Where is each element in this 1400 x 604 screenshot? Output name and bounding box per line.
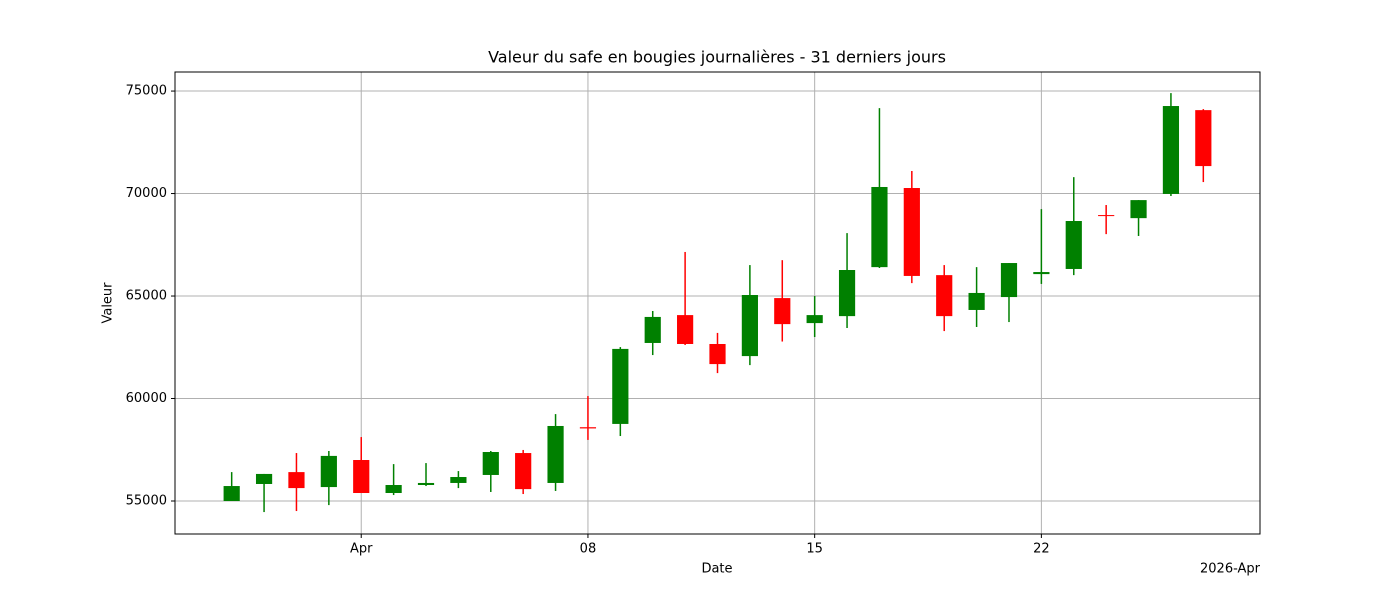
candle-body (838, 270, 856, 317)
candle-body (1098, 215, 1115, 217)
candle-body (450, 477, 467, 483)
x-offset-label: 2026-Apr (1200, 562, 1261, 577)
candle-body (417, 482, 435, 486)
candle-body (806, 315, 823, 324)
y-tick-label: 65000 (126, 289, 167, 304)
candle-body (968, 292, 985, 310)
candle-body (547, 425, 564, 483)
candle-body (385, 485, 402, 494)
y-tick-label: 75000 (126, 84, 167, 99)
candle-body (1033, 272, 1050, 275)
candle-body (515, 453, 532, 490)
candle-body (482, 452, 499, 475)
candle-body (1162, 106, 1180, 194)
y-axis-label: Valeur (101, 282, 116, 324)
candle-body (903, 188, 920, 276)
candle-body (677, 315, 694, 344)
candle-body (223, 486, 240, 501)
x-axis-label: Date (701, 562, 732, 577)
y-tick-label: 70000 (126, 186, 167, 201)
candle-body (709, 343, 726, 365)
candle-body (936, 275, 953, 317)
y-tick-label: 60000 (126, 391, 167, 406)
candle-body (320, 455, 337, 488)
candle-body (288, 472, 305, 489)
candle-body (1130, 200, 1147, 219)
x-tick-label: Apr (350, 542, 373, 557)
chart-title: Valeur du safe en bougies journalières -… (488, 48, 946, 67)
candle-body (871, 186, 888, 268)
candle-body (255, 473, 273, 484)
plot-frame (174, 71, 1261, 535)
candle-body (644, 316, 661, 343)
candle-body (741, 295, 758, 357)
candle-body (579, 427, 597, 429)
candle-body (774, 298, 791, 325)
candle-body (1000, 263, 1018, 298)
candle-body (1065, 221, 1082, 269)
candle-body (612, 348, 629, 424)
candle-body (353, 460, 370, 494)
y-tick-label: 55000 (126, 494, 167, 509)
x-tick-label: 15 (806, 542, 823, 557)
x-tick-label: 08 (580, 542, 597, 557)
x-tick-label: 22 (1033, 542, 1050, 557)
candle-body (1195, 110, 1212, 167)
